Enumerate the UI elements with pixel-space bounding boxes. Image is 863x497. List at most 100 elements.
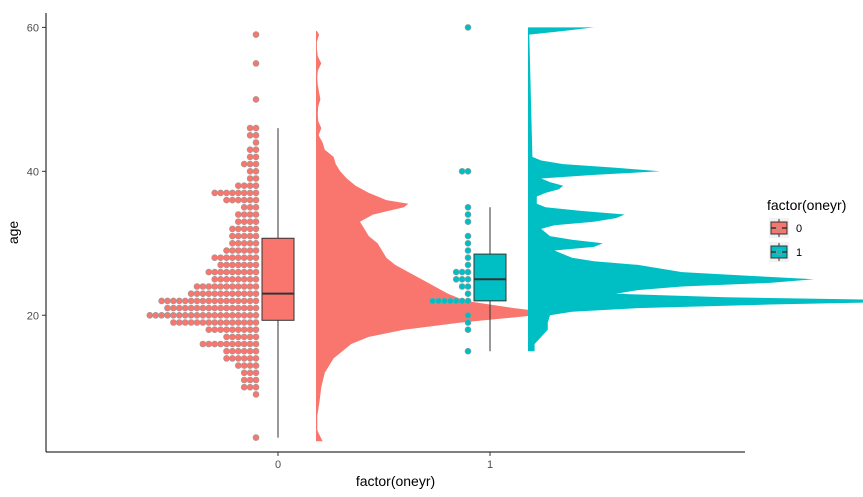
dot-point-group-0 xyxy=(252,268,260,276)
dot-point-group-0 xyxy=(187,319,195,326)
dot-point-group-0 xyxy=(199,304,207,312)
dot-point-group-0 xyxy=(252,283,260,290)
y-axis-title: age xyxy=(5,221,21,245)
dot-point-group-0 xyxy=(246,168,254,175)
dot-point-group-0 xyxy=(205,319,213,326)
dot-point-group-0 xyxy=(235,240,242,247)
dot-point-group-0 xyxy=(235,297,242,305)
dot-point-group-0 xyxy=(199,290,207,298)
dot-point-group-0 xyxy=(240,182,248,189)
dot-point-group-1 xyxy=(458,168,466,175)
dot-point-group-0 xyxy=(240,311,248,319)
dot-point-group-0 xyxy=(223,261,230,269)
dot-point-group-1 xyxy=(458,275,466,283)
dot-point-group-0 xyxy=(252,261,260,269)
dot-point-group-0 xyxy=(211,297,218,305)
dot-point-group-0 xyxy=(211,311,218,319)
dot-point-group-0 xyxy=(217,189,224,197)
dot-point-group-0 xyxy=(181,297,189,305)
dot-point-group-0 xyxy=(199,340,207,348)
dot-point-group-1 xyxy=(429,297,436,305)
dot-point-group-0 xyxy=(252,146,260,153)
dot-point-group-0 xyxy=(193,311,201,319)
dot-point-group-0 xyxy=(187,290,195,298)
dot-point-group-0 xyxy=(229,355,236,362)
density-cloud-group-0 xyxy=(316,30,545,442)
dot-point-group-0 xyxy=(223,196,230,204)
dot-point-group-0 xyxy=(252,275,260,283)
dot-point-group-0 xyxy=(187,297,195,305)
dot-point-group-0 xyxy=(187,304,195,312)
dot-point-group-0 xyxy=(252,290,260,298)
dot-point-group-0 xyxy=(235,261,242,269)
dot-point-group-0 xyxy=(211,254,218,262)
dot-point-group-0 xyxy=(246,311,254,319)
dot-point-group-0 xyxy=(217,268,224,276)
boxplot-box xyxy=(473,253,507,302)
dot-point-group-0 xyxy=(240,275,248,283)
dot-point-group-0 xyxy=(252,254,260,262)
dot-point-group-0 xyxy=(235,182,242,189)
dot-point-group-0 xyxy=(240,240,248,247)
dot-point-group-0 xyxy=(211,319,218,326)
dot-point-group-0 xyxy=(164,297,171,305)
dot-point-group-1 xyxy=(464,211,472,218)
dot-point-group-0 xyxy=(235,211,242,218)
dot-point-group-0 xyxy=(170,319,177,326)
dot-point-group-0 xyxy=(240,297,248,305)
dot-point-group-0 xyxy=(240,225,248,233)
dot-point-group-0 xyxy=(246,146,254,153)
dot-point-group-0 xyxy=(217,283,224,290)
dot-point-group-0 xyxy=(205,283,213,290)
dot-point-group-0 xyxy=(152,311,159,319)
dot-point-group-0 xyxy=(252,247,260,254)
dot-point-group-0 xyxy=(240,333,248,341)
dot-point-group-0 xyxy=(223,340,230,348)
dot-point-group-0 xyxy=(252,168,260,175)
dot-point-group-1 xyxy=(464,290,472,298)
dot-point-group-0 xyxy=(252,182,260,189)
dot-point-group-0 xyxy=(246,247,254,254)
dot-point-group-0 xyxy=(240,304,248,312)
dot-point-group-0 xyxy=(223,283,230,290)
dot-point-group-0 xyxy=(176,304,183,312)
dot-point-group-0 xyxy=(246,153,254,161)
dot-point-group-0 xyxy=(235,347,242,355)
dot-point-group-0 xyxy=(217,261,224,269)
dot-point-group-0 xyxy=(252,319,260,326)
dot-point-group-0 xyxy=(217,326,224,334)
dot-point-group-0 xyxy=(246,362,254,369)
dot-point-group-0 xyxy=(205,290,213,298)
dot-point-group-0 xyxy=(252,311,260,319)
dot-point-group-0 xyxy=(240,218,248,225)
dot-point-group-0 xyxy=(164,304,171,312)
dot-point-group-0 xyxy=(252,304,260,312)
dot-point-group-1 xyxy=(464,24,472,31)
dot-point-group-0 xyxy=(229,247,236,254)
dot-point-group-0 xyxy=(252,383,260,391)
dot-point-group-0 xyxy=(217,275,224,283)
dot-point-group-0 xyxy=(199,283,207,290)
dot-point-group-0 xyxy=(229,261,236,269)
dot-point-group-0 xyxy=(211,340,218,348)
dot-point-group-1 xyxy=(458,297,466,305)
dot-point-group-1 xyxy=(464,268,472,276)
dot-point-group-0 xyxy=(223,275,230,283)
dot-point-group-0 xyxy=(223,268,230,276)
dot-point-group-0 xyxy=(235,290,242,298)
dot-point-group-0 xyxy=(252,124,260,132)
dot-point-group-0 xyxy=(217,297,224,305)
dot-point-group-0 xyxy=(235,225,242,233)
dot-point-group-0 xyxy=(235,247,242,254)
dot-point-group-1 xyxy=(452,275,460,283)
dot-point-group-1 xyxy=(464,347,472,355)
dot-point-group-0 xyxy=(229,340,236,348)
dot-point-group-1 xyxy=(452,268,460,276)
dot-point-group-0 xyxy=(199,297,207,305)
dot-point-group-0 xyxy=(246,347,254,355)
dot-point-group-0 xyxy=(170,297,177,305)
dot-point-group-0 xyxy=(246,319,254,326)
dot-point-group-0 xyxy=(199,319,207,326)
